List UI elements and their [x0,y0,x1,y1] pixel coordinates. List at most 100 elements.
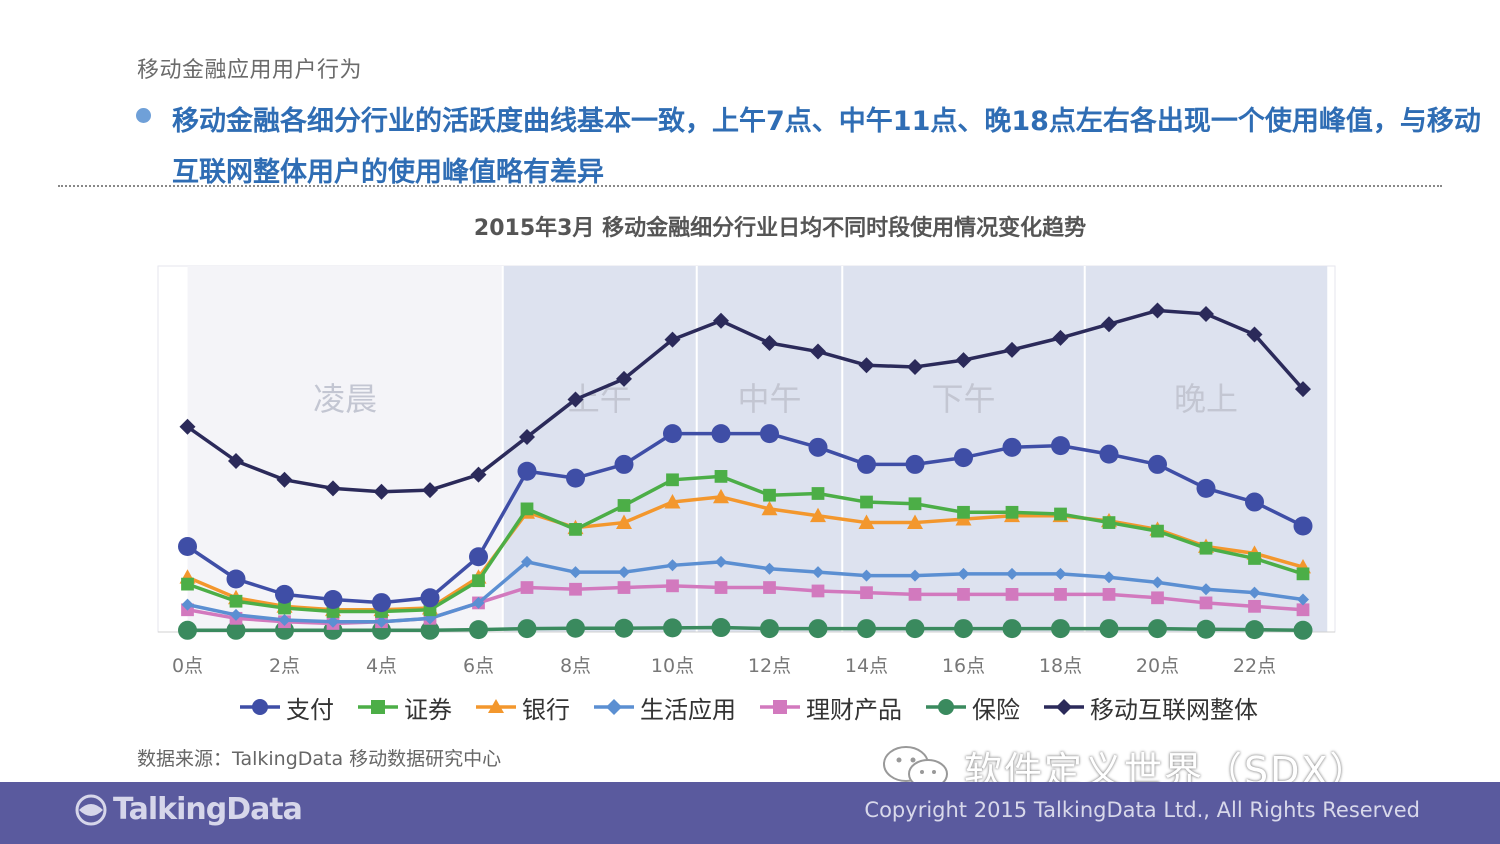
data-point [860,569,873,582]
data-point [1245,492,1264,512]
x-tick-label: 6点 [463,655,494,677]
data-point [713,488,729,504]
data-point [808,619,828,639]
data-point [1246,326,1263,343]
data-point [178,620,197,640]
data-point [1002,619,1022,639]
data-point [858,514,875,529]
data-point [760,619,779,639]
data-point [517,619,537,639]
data-point [1148,619,1167,639]
data-point [907,358,923,375]
data-point [1151,524,1164,538]
data-point [664,331,681,348]
copyright: Copyright 2015 TalkingData Ltd., All Rig… [864,798,1420,822]
data-point [325,480,341,497]
data-point [905,454,925,474]
divider [58,185,1442,187]
data-point [666,559,679,572]
data-point [1051,619,1070,639]
legend-swatch [358,700,398,714]
data-point [616,514,632,529]
data-point [469,547,488,567]
data-point [909,569,921,582]
data-point [1245,620,1264,640]
talkingdata-logo: TalkingData [75,792,303,827]
data-point [226,620,246,640]
x-tick-label: 22点 [1233,655,1276,677]
legend-label: 银行 [522,695,570,724]
data-point [616,370,632,387]
data-point [373,483,390,500]
data-point [1297,593,1309,606]
data-point [566,468,585,488]
data-point [469,620,488,640]
data-point [858,357,875,374]
data-point [808,437,828,457]
data-point [957,567,970,580]
data-point [1151,591,1164,605]
data-point [614,618,634,638]
data-point [230,608,242,621]
data-point [763,581,776,594]
data-point [569,523,582,536]
data-point [714,581,728,594]
data-point [1005,505,1019,519]
x-tick-label: 4点 [366,655,397,677]
x-tick-label: 14点 [845,655,888,677]
talkingdata-logo-icon [75,794,107,825]
data-point [663,618,682,638]
legend-label: 支付 [286,695,334,724]
data-point [1196,478,1216,498]
x-tick-label: 2点 [269,655,300,677]
x-tick-label: 18点 [1039,655,1082,677]
series-line [186,308,1305,494]
footer-bar: TalkingData Copyright 2015 TalkingData L… [0,782,1500,844]
x-tick-label: 0点 [172,655,203,677]
data-point [617,581,631,594]
data-point [1006,567,1018,580]
data-point [860,495,873,509]
data-point [278,601,291,615]
data-point [275,584,294,604]
legend-label: 移动互联网整体 [1090,695,1258,724]
legend-item: 移动互联网整体 [1042,690,1258,725]
data-point [810,507,826,523]
data-point [761,500,778,516]
data-point [614,454,634,474]
series-line [186,474,1304,614]
data-point [372,593,391,613]
legend-item: 银行 [474,690,570,725]
data-point [327,615,339,628]
data-point [857,454,876,474]
data-point [178,537,197,556]
data-point [1099,619,1119,639]
legend-label: 生活应用 [640,695,736,724]
data-point [954,619,973,639]
data-point [517,461,537,481]
data-point [1295,381,1311,398]
data-point [566,618,585,638]
data-point [618,566,630,579]
series-line [187,560,1304,624]
data-point [1102,588,1116,601]
legend-item: 证券 [356,690,452,725]
data-point [521,555,533,568]
x-tick-label: 16点 [942,655,985,677]
logo-text: TalkingData [113,792,303,827]
data-point [1199,596,1213,610]
data-point [1198,305,1214,322]
data-point [276,471,293,488]
chart-legend: 支付 证券 银行 生活应用 理财产品 保险 移动互联网整体 [238,690,1258,724]
data-point [711,424,731,444]
data-point [472,596,485,609]
legend-swatch [476,699,516,713]
data-point [181,598,194,611]
data-point [470,466,487,483]
data-point [1054,588,1067,601]
data-point [713,312,729,329]
x-tick-label: 8点 [560,655,591,677]
data-point [422,482,438,499]
data-point [666,473,679,487]
data-point [420,588,440,608]
